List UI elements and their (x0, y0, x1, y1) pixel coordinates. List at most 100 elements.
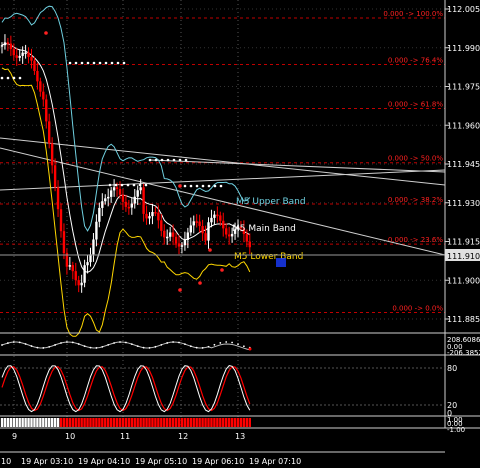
panel1-dot (148, 347, 151, 349)
signal-dot (166, 158, 170, 162)
stoch-label-0: 0 (447, 409, 452, 418)
strip-label-bot: -1.00 (447, 426, 465, 434)
signal-markers (0, 31, 224, 292)
strip-bar (227, 418, 231, 427)
lower-band-line (1, 67, 251, 337)
signal-dot (183, 184, 187, 188)
main-band-label: M5 Main Band (232, 224, 296, 234)
candle-body (177, 243, 181, 247)
strip-bar (15, 418, 18, 427)
price-label: 111.915 (447, 238, 480, 247)
panel1-dot (243, 345, 245, 348)
signal-dot (144, 183, 148, 187)
strip-bar (98, 418, 101, 427)
panel1-dot (207, 345, 210, 348)
strip-bar (48, 418, 51, 427)
strip-bar (180, 418, 184, 427)
candle-body (56, 187, 60, 210)
day-tick: 12 (178, 432, 188, 441)
candle-body (59, 209, 63, 232)
candle-body (6, 42, 10, 44)
strip-bar (127, 418, 131, 427)
signal-dot (208, 248, 212, 252)
signal-dot (160, 158, 164, 162)
strip-bar (21, 418, 24, 427)
panel1-dot (30, 345, 33, 347)
strip-bar (89, 418, 92, 427)
signal-dot (213, 184, 217, 188)
candle-body (204, 233, 207, 241)
strip-bar (198, 418, 201, 427)
signal-dot (207, 184, 211, 188)
strip-bar (136, 418, 139, 427)
stoch-label-20: 20 (447, 401, 457, 410)
candle-body (230, 233, 234, 237)
panel1-dot (248, 347, 252, 351)
signal-dot (198, 281, 202, 285)
candle-body (71, 265, 74, 272)
upper-band-label: M5 Upper Band (236, 197, 306, 207)
strip-bar (219, 418, 222, 427)
candle-body (62, 231, 66, 254)
indicator-panel-1[interactable]: 208.6086 0.00 -206.3852 (1, 336, 480, 357)
signal-dot (126, 183, 130, 187)
strip-bar (92, 418, 95, 427)
strip-bar (174, 418, 178, 427)
panel1-dot (60, 342, 62, 344)
panel1-dot (136, 345, 139, 348)
candle-body (225, 228, 228, 235)
current-price-marker (276, 258, 286, 267)
candle-body (151, 212, 154, 217)
panel1-label-top: 208.6086 (447, 336, 480, 344)
strip-bar (121, 418, 125, 427)
candle-body (98, 207, 101, 222)
candle-body (74, 271, 77, 281)
strip-bar (171, 418, 175, 427)
candle-body (45, 99, 48, 122)
signal-dot (114, 183, 118, 187)
signal-dot (68, 61, 72, 65)
candle-body (242, 228, 246, 235)
day-tick: 11 (120, 432, 130, 441)
strip-bar (83, 418, 86, 427)
strip-bar (107, 418, 110, 427)
panel1-dot (166, 342, 169, 344)
signal-dot (132, 183, 136, 187)
candle-body (83, 265, 86, 283)
strip-bar (160, 418, 163, 427)
strip-bar (3, 418, 7, 427)
stochastic-panel[interactable]: 80 20 0 (0, 364, 457, 418)
trend-lines (0, 137, 446, 256)
candle-body (118, 189, 122, 195)
candle-body (198, 221, 201, 227)
strip-bar (33, 418, 36, 427)
price-label: 111.885 (447, 315, 480, 324)
signal-dot (86, 61, 90, 65)
candle-body (239, 226, 243, 229)
fib-label: 0.000 -> 76.4% (388, 57, 443, 65)
strip-bar (80, 418, 83, 427)
strip-label-top: 1.00 (447, 416, 463, 424)
strip-bar (86, 418, 89, 427)
strip-bar (248, 418, 251, 427)
signal-dot (6, 76, 10, 80)
candle-body (104, 198, 107, 202)
signal-dot (219, 184, 223, 188)
fib-label: 0.000 -> 0.0% (392, 305, 443, 313)
panel1-dot (107, 343, 110, 346)
trend-strip-panel[interactable]: 1.00 0.00 -1.00 (0, 416, 465, 434)
main-price-panel[interactable]: 0.000 -> 100.0% 0.000 -> 76.4% 0.000 -> 61… (0, 0, 446, 428)
panel1-dot (36, 346, 39, 349)
strip-bar (230, 418, 234, 427)
price-label: 111.945 (447, 160, 480, 169)
strip-bar (157, 418, 160, 427)
strip-bar (242, 418, 246, 427)
candle-body (163, 230, 166, 238)
strip-bar (18, 418, 21, 427)
strip-bar (139, 418, 142, 427)
candle-body (3, 42, 7, 46)
candle-body (30, 56, 33, 61)
panel1-dot (178, 341, 180, 344)
